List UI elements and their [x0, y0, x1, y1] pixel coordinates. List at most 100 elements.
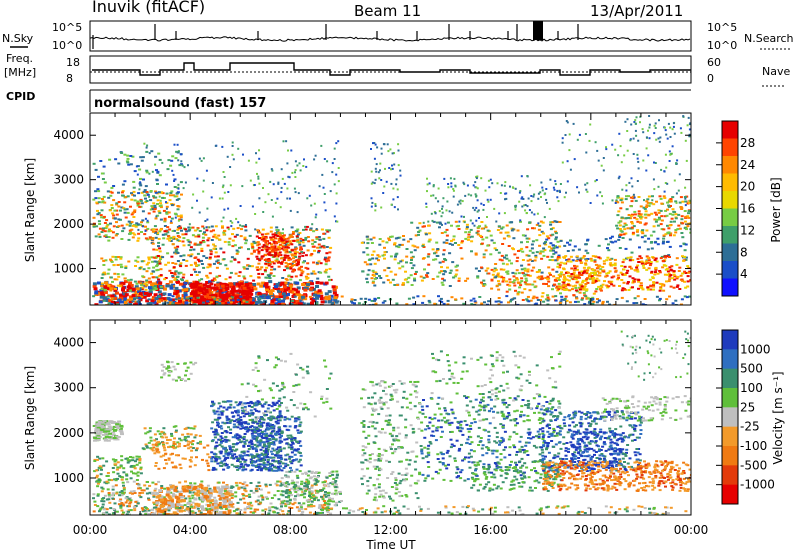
heatmap-cell: [526, 240, 529, 243]
heatmap-cell: [294, 171, 296, 174]
heatmap-cell: [261, 303, 266, 305]
heatmap-cell: [252, 250, 256, 253]
heatmap-cell: [169, 164, 173, 167]
heatmap-cell: [154, 191, 158, 194]
heatmap-cell: [195, 264, 198, 267]
heatmap-cell: [572, 294, 576, 297]
heatmap-cell: [618, 285, 621, 287]
heatmap-cell: [480, 227, 484, 230]
heatmap-cell: [561, 141, 564, 144]
heatmap-cell: [627, 214, 631, 216]
heatmap-cell: [264, 233, 268, 236]
heatmap-cell: [286, 197, 289, 200]
heatmap-cell: [470, 194, 473, 197]
colorbar-tick-label: 8: [740, 245, 748, 259]
heatmap-cell: [306, 273, 310, 276]
heatmap-cell: [242, 295, 247, 299]
heatmap-cell: [673, 211, 677, 214]
heatmap-cell: [152, 210, 156, 213]
heatmap-cell: [217, 481, 221, 484]
heatmap-cell: [254, 228, 257, 231]
heatmap-cell: [144, 288, 148, 291]
heatmap-cell: [266, 232, 270, 235]
heatmap-cell: [209, 297, 213, 301]
heatmap-cell: [193, 285, 198, 289]
heatmap-cell: [312, 230, 316, 233]
heatmap-cell: [124, 265, 128, 268]
heatmap-cell: [321, 509, 324, 511]
heatmap-cell: [96, 424, 101, 427]
heatmap-cell: [328, 251, 332, 254]
heatmap-cell: [196, 227, 200, 230]
heatmap-cell: [636, 157, 639, 160]
heatmap-cell: [258, 268, 262, 271]
heatmap-cell: [237, 486, 241, 489]
heatmap-cell: [120, 509, 124, 512]
heatmap-cell: [657, 137, 660, 140]
heatmap-cell: [261, 245, 265, 248]
heatmap-cell: [226, 293, 231, 297]
heatmap-cell: [229, 260, 233, 263]
heatmap-cell: [103, 481, 107, 484]
heatmap-cell: [278, 283, 283, 287]
heatmap-cell: [315, 228, 318, 230]
heatmap-cell: [556, 189, 559, 192]
heatmap-cell: [332, 288, 337, 292]
heatmap-cell: [641, 288, 645, 291]
heatmap-cell: [390, 203, 393, 206]
heatmap-cell: [416, 226, 420, 229]
heatmap-cell: [256, 508, 260, 511]
heatmap-cell: [160, 485, 164, 487]
heatmap-cell: [244, 298, 249, 302]
heatmap-cell: [170, 159, 174, 162]
heatmap-cell: [633, 269, 637, 272]
heatmap-cell: [502, 268, 506, 271]
heatmap-cell: [516, 303, 520, 305]
heatmap-cell: [135, 287, 140, 291]
heatmap-cell: [151, 230, 155, 233]
heatmap-cell: [148, 491, 152, 494]
heatmap-cell: [297, 192, 300, 195]
heatmap-cell: [142, 489, 146, 492]
heatmap-cell: [585, 296, 589, 299]
heatmap-cell: [98, 227, 102, 230]
heatmap-cell: [501, 243, 505, 245]
heatmap-cell: [127, 260, 131, 263]
heatmap-cell: [678, 173, 681, 176]
heatmap-cell: [402, 238, 406, 241]
heatmap-cell: [119, 491, 122, 494]
heatmap-cell: [309, 228, 313, 231]
heatmap-cell: [157, 290, 162, 294]
heatmap-cell: [107, 492, 111, 494]
heatmap-cell: [157, 278, 161, 281]
heatmap-cell: [302, 165, 305, 167]
heatmap-cell: [287, 274, 291, 277]
heatmap-cell: [199, 498, 203, 501]
heatmap-cell: [476, 199, 479, 202]
heatmap-cell: [165, 207, 168, 210]
heatmap-cell: [641, 303, 645, 305]
heatmap-cell: [502, 237, 506, 240]
heatmap-cell: [383, 300, 387, 303]
heatmap-cell: [214, 144, 217, 147]
heatmap-cell: [114, 258, 118, 261]
heatmap-cell: [220, 301, 225, 305]
heatmap-cell: [660, 219, 664, 222]
heatmap-cell: [287, 489, 291, 491]
heatmap-cell: [223, 176, 226, 178]
heatmap-cell: [632, 196, 635, 199]
heatmap-cell: [156, 203, 159, 205]
heatmap-cell: [658, 299, 661, 302]
heatmap-cell: [380, 152, 383, 155]
heatmap-cell: [597, 299, 601, 302]
heatmap-cell: [319, 262, 323, 265]
heatmap-cell: [169, 284, 174, 288]
heatmap-cell: [253, 184, 256, 186]
heatmap-cell: [100, 172, 104, 175]
heatmap-cell: [169, 237, 173, 240]
heatmap-cell: [152, 256, 156, 259]
heatmap-cell: [240, 513, 244, 515]
heatmap-cell: [422, 276, 426, 279]
heatmap-cell: [659, 257, 663, 260]
heatmap-cell: [239, 295, 243, 298]
